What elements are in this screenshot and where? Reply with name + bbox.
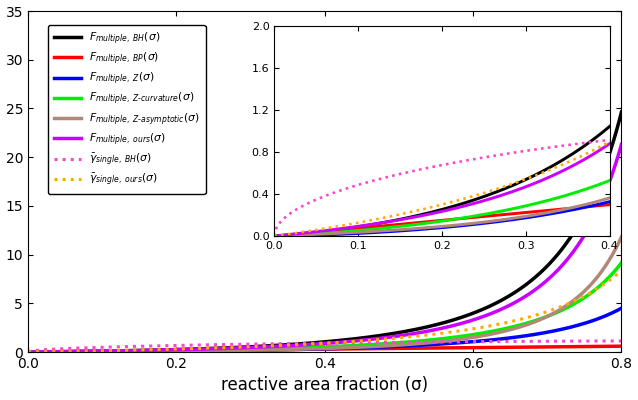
X-axis label: reactive area fraction (σ): reactive area fraction (σ) (221, 376, 428, 394)
Legend: $F_{multiple,\ BH}(\sigma)$, $F_{multiple,\ BP}(\sigma)$, $F_{multiple,\ Z}(\sig: $F_{multiple,\ BH}(\sigma)$, $F_{multipl… (48, 25, 205, 194)
